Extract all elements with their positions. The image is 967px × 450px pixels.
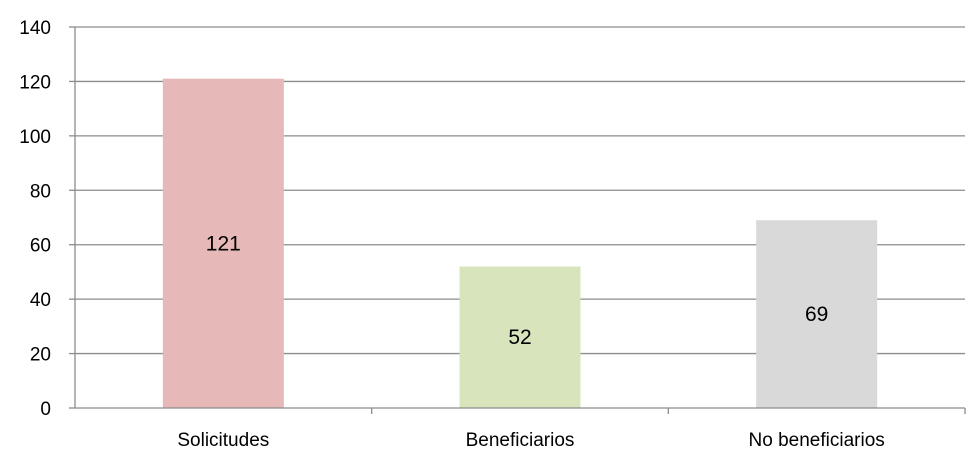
y-tick-label: 40 — [30, 290, 51, 311]
y-tick-label: 140 — [19, 18, 51, 39]
y-tick-label: 20 — [30, 345, 51, 366]
y-tick-label: 120 — [19, 72, 51, 93]
y-tick-label: 60 — [30, 236, 51, 257]
bar-solicitudes — [162, 78, 284, 408]
x-category-label: Beneficiarios — [466, 430, 575, 450]
data-label: 121 — [206, 232, 241, 255]
data-label: 69 — [805, 303, 828, 326]
axes — [69, 26, 966, 414]
x-category-label: No beneficiarios — [749, 430, 885, 450]
y-tick-label: 100 — [19, 127, 51, 148]
bar-beneficiarios — [459, 266, 581, 408]
bar-no-beneficiarios — [756, 220, 878, 408]
y-tick-label: 0 — [40, 399, 51, 420]
data-label: 52 — [508, 326, 531, 349]
y-tick-label: 80 — [30, 181, 51, 202]
bars — [162, 78, 878, 408]
labels: 0 20 40 60 80 100 120 140 121 Solicitudes 52 Benefi… — [19, 18, 884, 450]
x-category-label: Solicitudes — [177, 430, 269, 450]
